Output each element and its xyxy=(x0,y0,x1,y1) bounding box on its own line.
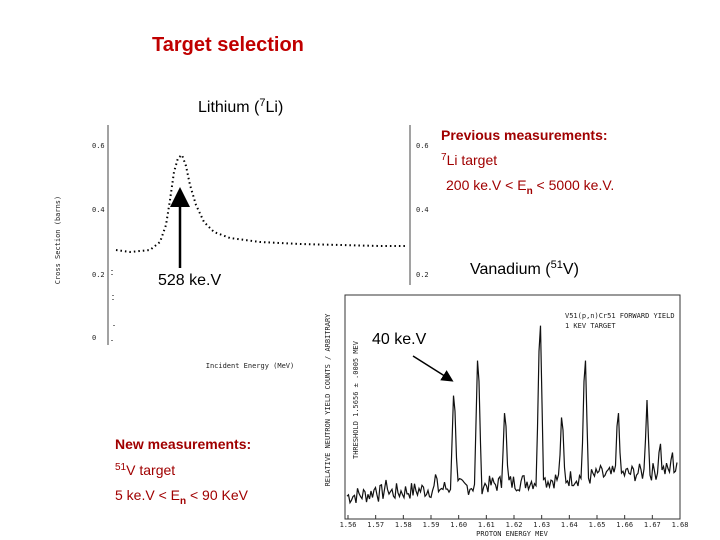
tick-label: 1.61 xyxy=(478,521,495,529)
threshold-note: THRESHOLD 1.5656 ± .0005 MEV xyxy=(352,340,360,459)
tick-label: 1.59 xyxy=(423,521,440,529)
tick-label: 1.58 xyxy=(395,521,412,529)
arrow-label: 40 ke.V xyxy=(372,331,427,348)
tick-label: 0.2 xyxy=(416,271,429,279)
sup: 7 xyxy=(441,152,447,163)
sup: 7 xyxy=(259,97,265,109)
y-axis-label: Cross Section (barns) xyxy=(54,196,62,285)
x-axis-label: PROTON ENERGY MEV xyxy=(476,530,548,538)
lithium-plot: Cross Section (barns) Incident Energy (M… xyxy=(54,125,429,370)
sup: 51 xyxy=(115,462,127,473)
vanadium-label: Vanadium (51V) xyxy=(470,259,579,278)
tick-label: 1.68 xyxy=(672,521,689,529)
tick-label: 1.64 xyxy=(561,521,578,529)
text: Li target xyxy=(447,152,498,168)
text: V) xyxy=(563,261,579,278)
vanadium-plot: RELATIVE NEUTRON YIELD COUNTS / ARBITRAR… xyxy=(324,294,689,538)
reaction-note: V51(p,n)Cr51 FORWARD YIELD xyxy=(565,312,675,320)
tick-label: 1.56 xyxy=(340,521,357,529)
tick-label: 1.62 xyxy=(506,521,523,529)
tick-label: 0.6 xyxy=(416,142,429,150)
frame xyxy=(344,294,681,520)
text: V target xyxy=(126,462,175,478)
tick-label: 0.4 xyxy=(416,206,429,214)
tick-label: 1.65 xyxy=(589,521,606,529)
new-range: 5 ke.V < En < 90 KeV xyxy=(115,487,249,507)
new-target: 51V target xyxy=(115,462,175,478)
tick-label: 1.66 xyxy=(616,521,633,529)
y-axis-label: RELATIVE NEUTRON YIELD COUNTS / ARBITRAR… xyxy=(324,313,332,487)
tick-label: 0.6 xyxy=(92,142,105,150)
text: Li) xyxy=(265,99,283,116)
text: 5 ke.V < E xyxy=(115,487,180,503)
tick-label: 0 xyxy=(92,334,96,342)
new-heading: New measurements: xyxy=(115,436,251,452)
text: Vanadium ( xyxy=(470,261,551,278)
x-axis-label: Incident Energy (MeV) xyxy=(206,362,295,370)
sub: n xyxy=(527,186,533,197)
sub: n xyxy=(180,496,186,507)
previous-target: 7Li target xyxy=(441,152,497,168)
scan-dots xyxy=(111,270,115,343)
text: < 5000 ke.V. xyxy=(533,177,615,193)
tick-label: 1.63 xyxy=(533,521,550,529)
lithium-label: Lithium (7Li) xyxy=(198,97,283,116)
tick-label: 0.4 xyxy=(92,206,105,214)
text: < 90 KeV xyxy=(186,487,249,503)
tick-label: 1.67 xyxy=(644,521,661,529)
arrow xyxy=(412,355,454,382)
arrow-label: 528 ke.V xyxy=(158,272,221,289)
previous-range: 200 ke.V < En < 5000 ke.V. xyxy=(446,177,614,197)
slide-title: Target selection xyxy=(152,34,304,56)
scan-curve xyxy=(115,153,405,254)
tick-label: 1.60 xyxy=(450,521,467,529)
text: Lithium ( xyxy=(198,99,260,116)
text: 200 ke.V < E xyxy=(446,177,527,193)
tick-label: 0.2 xyxy=(92,271,105,279)
target-note: 1 KEV TARGET xyxy=(565,322,616,330)
scan-spectrum xyxy=(346,325,678,505)
previous-heading: Previous measurements: xyxy=(441,127,608,143)
sup: 51 xyxy=(551,259,563,271)
tick-label: 1.57 xyxy=(367,521,384,529)
